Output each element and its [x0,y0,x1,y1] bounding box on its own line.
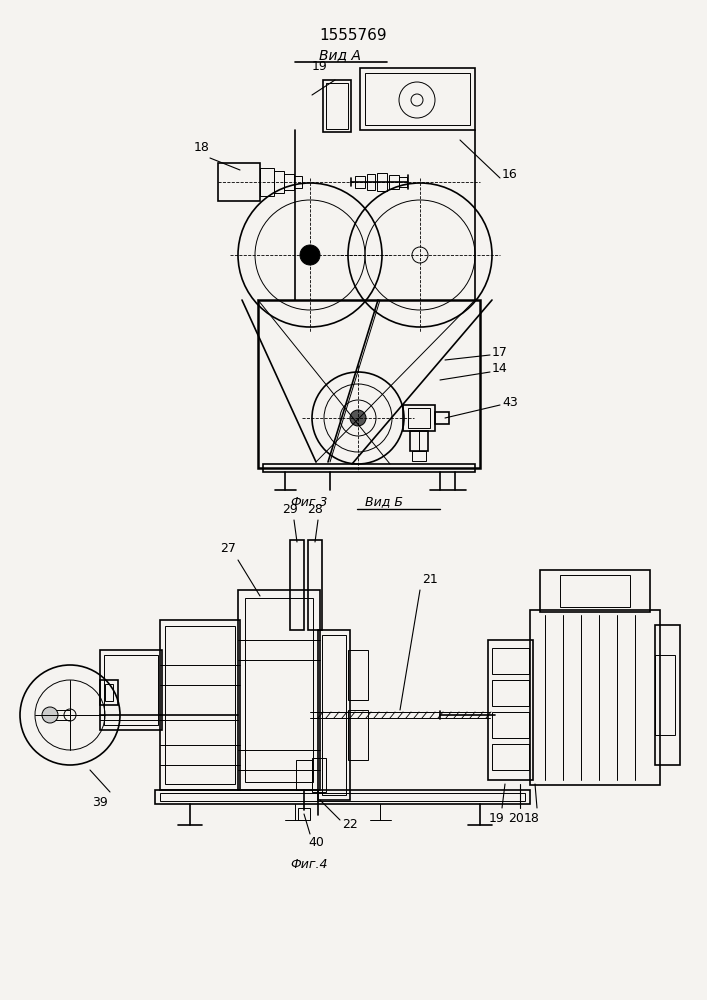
Bar [403,405,435,431]
Bar [360,68,475,130]
Text: Фиг.4: Фиг.4 [290,858,327,871]
Bar [655,625,680,765]
Bar [165,626,235,784]
Bar [355,176,365,188]
Bar [655,655,675,735]
Text: 18: 18 [524,812,540,825]
Bar [326,83,348,129]
Text: 39: 39 [92,796,108,809]
Circle shape [42,707,58,723]
Bar [492,648,529,674]
Bar [50,710,70,720]
Circle shape [350,410,366,426]
Bar [245,598,313,782]
Bar [410,431,428,451]
Bar [312,758,326,792]
Bar [377,173,387,191]
Bar [298,808,310,820]
Bar [348,710,368,760]
Bar [492,712,529,738]
Text: Вид Б: Вид Б [365,495,403,508]
Bar [296,760,312,790]
Bar [365,73,470,125]
Text: 43: 43 [502,395,518,408]
Bar [290,540,304,630]
Text: 20: 20 [508,812,524,825]
Text: 16: 16 [502,167,518,180]
Bar [263,464,475,472]
Bar [367,174,375,190]
Bar [100,680,118,705]
Bar [492,680,529,706]
Bar [435,412,449,424]
Bar [238,590,320,790]
Circle shape [300,245,320,265]
Bar [100,650,162,730]
Bar [530,610,660,785]
Bar [160,793,525,801]
Bar [399,177,407,187]
Bar [260,168,274,196]
Text: 19: 19 [312,60,328,73]
Bar [540,570,650,612]
Bar [488,640,533,780]
Text: 22: 22 [342,818,358,831]
Bar [408,408,430,428]
Text: 14: 14 [492,362,508,375]
Bar [492,744,529,770]
Bar [389,175,399,189]
Text: Фиг.3: Фиг.3 [290,496,327,509]
Bar [560,575,630,607]
Bar [105,684,113,701]
Bar [412,451,426,461]
Text: 18: 18 [194,141,210,154]
Bar [308,540,322,630]
Text: 21: 21 [422,573,438,586]
Bar [218,163,260,201]
Text: Вид А: Вид А [319,48,361,62]
Bar [258,300,480,468]
Bar [274,171,284,193]
Bar [160,620,240,790]
Text: 27: 27 [220,542,236,555]
Text: 1555769: 1555769 [319,28,387,43]
Text: 28: 28 [307,503,323,516]
Text: 40: 40 [308,836,324,849]
Bar [294,176,302,188]
Bar [155,790,530,804]
Bar [348,650,368,700]
Text: 29: 29 [282,503,298,516]
Bar [323,80,351,132]
Text: 17: 17 [492,346,508,359]
Text: 19: 19 [489,812,505,825]
Bar [284,174,294,190]
Bar [104,655,158,725]
Bar [322,635,346,795]
Bar [318,630,350,800]
